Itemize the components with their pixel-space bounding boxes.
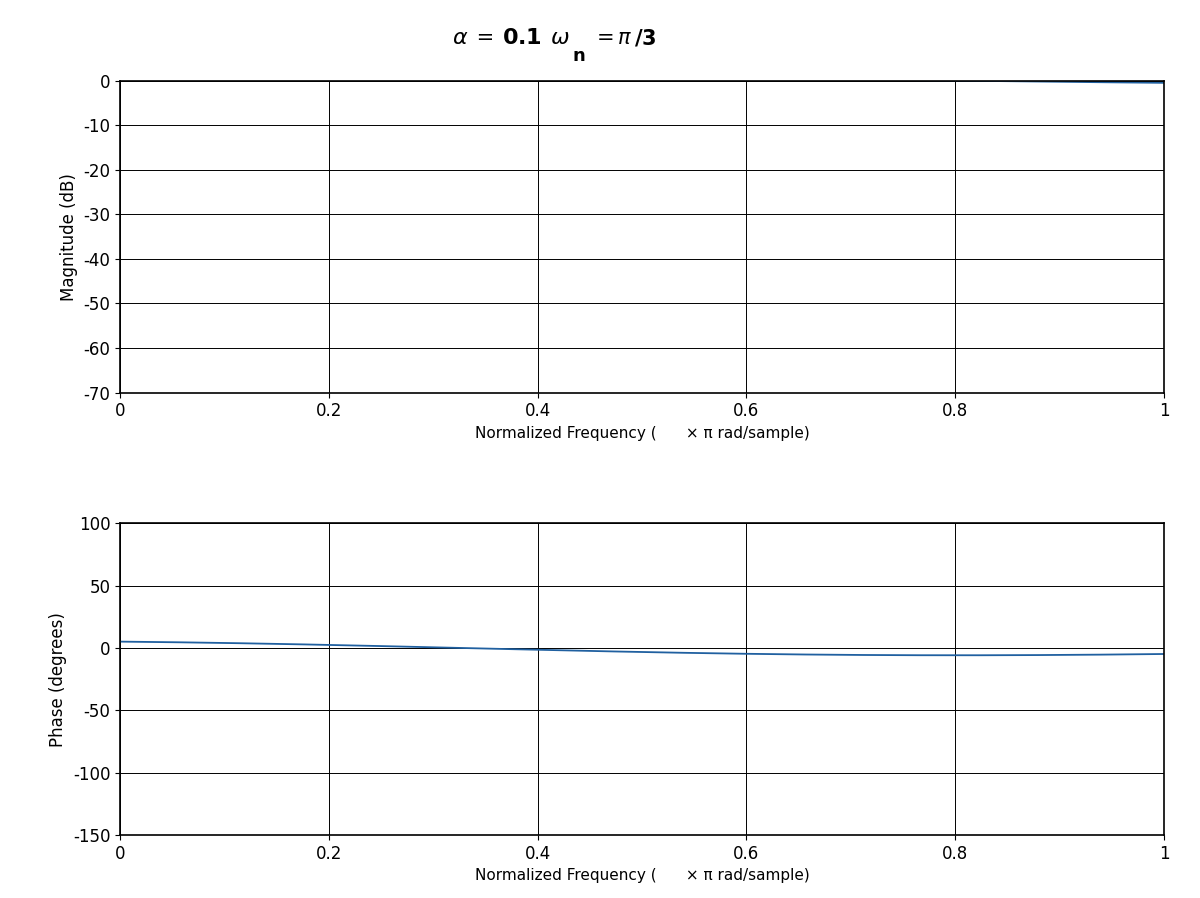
Y-axis label: Magnitude (dB): Magnitude (dB) bbox=[60, 172, 78, 301]
Text: $\alpha$: $\alpha$ bbox=[451, 28, 468, 48]
Text: =: = bbox=[470, 28, 502, 48]
Text: $\bf{/3}$: $\bf{/3}$ bbox=[634, 27, 656, 48]
Text: $\bf{n}$: $\bf{n}$ bbox=[572, 47, 586, 65]
Y-axis label: Phase (degrees): Phase (degrees) bbox=[49, 612, 67, 747]
Text: $\omega$: $\omega$ bbox=[550, 28, 569, 48]
Text: $= \pi$: $= \pi$ bbox=[592, 28, 632, 48]
X-axis label: Normalized Frequency (      × π rad/sample): Normalized Frequency ( × π rad/sample) bbox=[475, 868, 809, 884]
Text: $\bf{0.1}$: $\bf{0.1}$ bbox=[502, 28, 541, 48]
X-axis label: Normalized Frequency (      × π rad/sample): Normalized Frequency ( × π rad/sample) bbox=[475, 426, 809, 441]
